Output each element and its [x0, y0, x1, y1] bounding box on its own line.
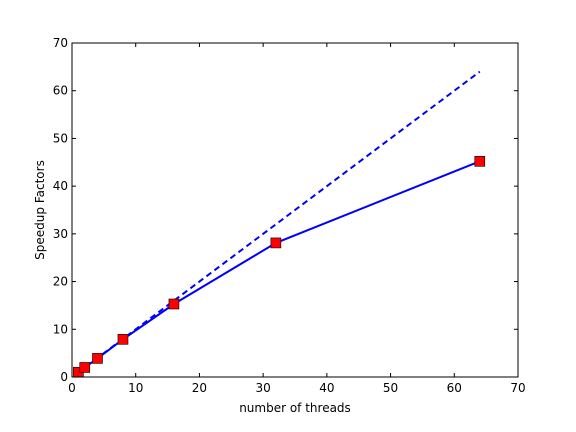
y-tick-label: 70 [53, 36, 68, 50]
x-tick-label: 70 [510, 381, 525, 395]
x-tick-label: 30 [256, 381, 271, 395]
x-tick-label: 20 [192, 381, 207, 395]
y-tick-label: 30 [53, 227, 68, 241]
data-point-marker [270, 237, 282, 249]
ideal-speedup-line [77, 70, 481, 374]
y-tick-label: 50 [53, 131, 68, 145]
x-tick-label: 0 [68, 381, 76, 395]
y-tick-label: 0 [60, 370, 68, 384]
x-tick-label: 50 [383, 381, 398, 395]
data-point-marker [117, 334, 129, 345]
x-tick-label: 10 [128, 381, 143, 395]
plot-area [73, 70, 486, 378]
x-tick-label: 60 [447, 381, 462, 395]
y-tick-label: 60 [53, 84, 68, 98]
measured-speedup-line [77, 160, 481, 374]
data-point-marker [79, 362, 91, 373]
data-point-marker [168, 298, 180, 310]
y-tick-label: 20 [53, 275, 68, 289]
y-axis-label: Speedup Factors [33, 160, 47, 260]
x-tick-label: 40 [319, 381, 334, 395]
y-tick-label: 40 [53, 179, 68, 193]
plot-frame [71, 42, 519, 378]
data-point-marker [474, 156, 486, 167]
data-point-marker [92, 353, 103, 364]
axis-ticks: 0 10 20 30 40 50 60 70 0 10 20 30 40 50 60 70 [53, 36, 526, 395]
y-tick-label: 10 [53, 322, 68, 336]
x-axis-label: number of threads [239, 401, 351, 415]
